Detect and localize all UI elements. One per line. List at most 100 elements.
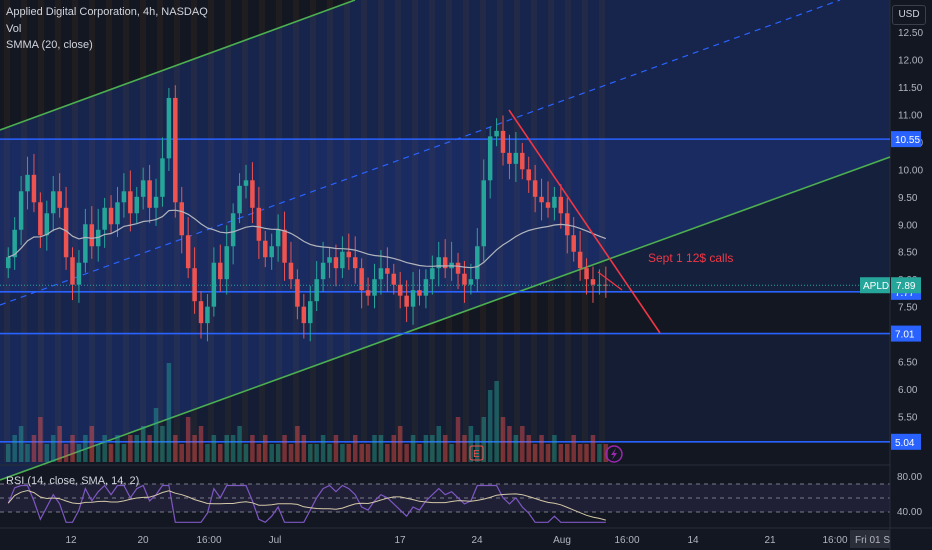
session-stripe [242,0,248,462]
volume-bar [134,435,140,462]
session-stripe [293,0,299,462]
price-tick-label: 6.00 [898,385,918,396]
volume-bar [95,444,101,462]
time-tick-label: 16:00 [822,535,847,546]
session-stripe [497,0,503,462]
candle-body [590,279,596,285]
candle-body [455,262,461,274]
volume-bar [539,435,544,462]
volume-bar [192,435,197,462]
volume-bar [128,435,133,462]
candle-body [6,257,11,269]
volume-bar [83,435,88,462]
candle-body [314,279,319,302]
volume-bar [333,435,339,462]
volume-bar [520,426,525,462]
level-badge [891,325,921,342]
candle-body [224,246,229,280]
volume-bar [31,435,37,462]
candle-body [481,180,486,247]
price-tick-label: 12.50 [898,28,923,39]
volume-bar [308,444,313,462]
session-stripe [123,0,129,462]
session-stripe [106,0,112,462]
volume-bar [275,444,281,462]
volume-bar [224,435,229,462]
date-cursor-badge [850,530,890,548]
volume-bar [378,435,384,462]
volume-bar [500,417,506,462]
candle-body [327,257,332,263]
price-tick-label: 9.00 [898,220,918,231]
candle-body [397,284,403,296]
time-tick-label: 20 [137,535,149,546]
candle-body [269,246,274,258]
volume-bar [179,444,184,462]
candle-body [320,262,326,280]
price-tick-label: 10.00 [898,165,923,176]
candle-body [50,191,56,214]
session-stripe [446,0,452,462]
volume-bar [230,435,236,462]
candle-body [539,196,544,203]
candle-body [179,202,184,236]
time-tick-label: 12 [65,535,77,546]
volume-bar [12,435,17,462]
red-trendline [508,109,661,334]
volume-bar [250,435,255,462]
volume-bar [140,426,146,462]
candle-body [500,130,506,153]
volume-bar [76,444,82,462]
level-badge [891,433,921,450]
session-stripe [531,0,537,462]
volume-bar [340,444,345,462]
volume-bar [6,444,11,462]
time-tick-label: 21 [764,535,776,546]
candle-body [346,251,352,258]
level-badge [891,131,921,148]
volume-bar [295,426,300,462]
candle-body [372,279,377,296]
candle-body [333,257,339,269]
candle-body [211,262,217,307]
candle-body [513,152,519,164]
currency-button[interactable]: USD [892,5,926,25]
smma-line [8,209,607,269]
volume-bar [552,435,557,462]
candle-body [31,174,37,203]
candle-body [76,262,82,285]
volume-bar [205,444,210,462]
channel-upper-line [0,0,356,131]
time-tick-label: 16:00 [196,535,221,546]
candle-body [140,180,146,197]
volume-bar [391,435,397,462]
candle-body [160,158,165,197]
candle-body [385,268,390,274]
price-tick-label: 11.00 [898,110,923,121]
volume-bar [166,363,172,462]
volume-bar [410,435,416,462]
volume-bar [218,444,223,462]
price-tick-label: 12.00 [898,55,923,66]
candle-body [147,180,152,208]
volume-bar [365,444,371,462]
candle-body [423,279,429,296]
candle-body [359,268,364,291]
candle-body [57,191,62,208]
volume-bar [468,426,474,462]
candle-body [552,196,557,208]
volume-bar [153,408,159,462]
price-tick-label: 5.50 [898,413,918,424]
volume-bar [147,435,152,462]
volume-bar [359,444,364,462]
session-stripe [361,0,367,462]
candle-body [243,180,249,186]
candle-body [218,262,223,280]
candle-body [44,213,50,236]
candle-body [115,202,120,225]
volume-bar [263,435,268,462]
volume-bar [397,426,403,462]
candle-body [70,257,75,285]
candle-body [173,97,178,203]
